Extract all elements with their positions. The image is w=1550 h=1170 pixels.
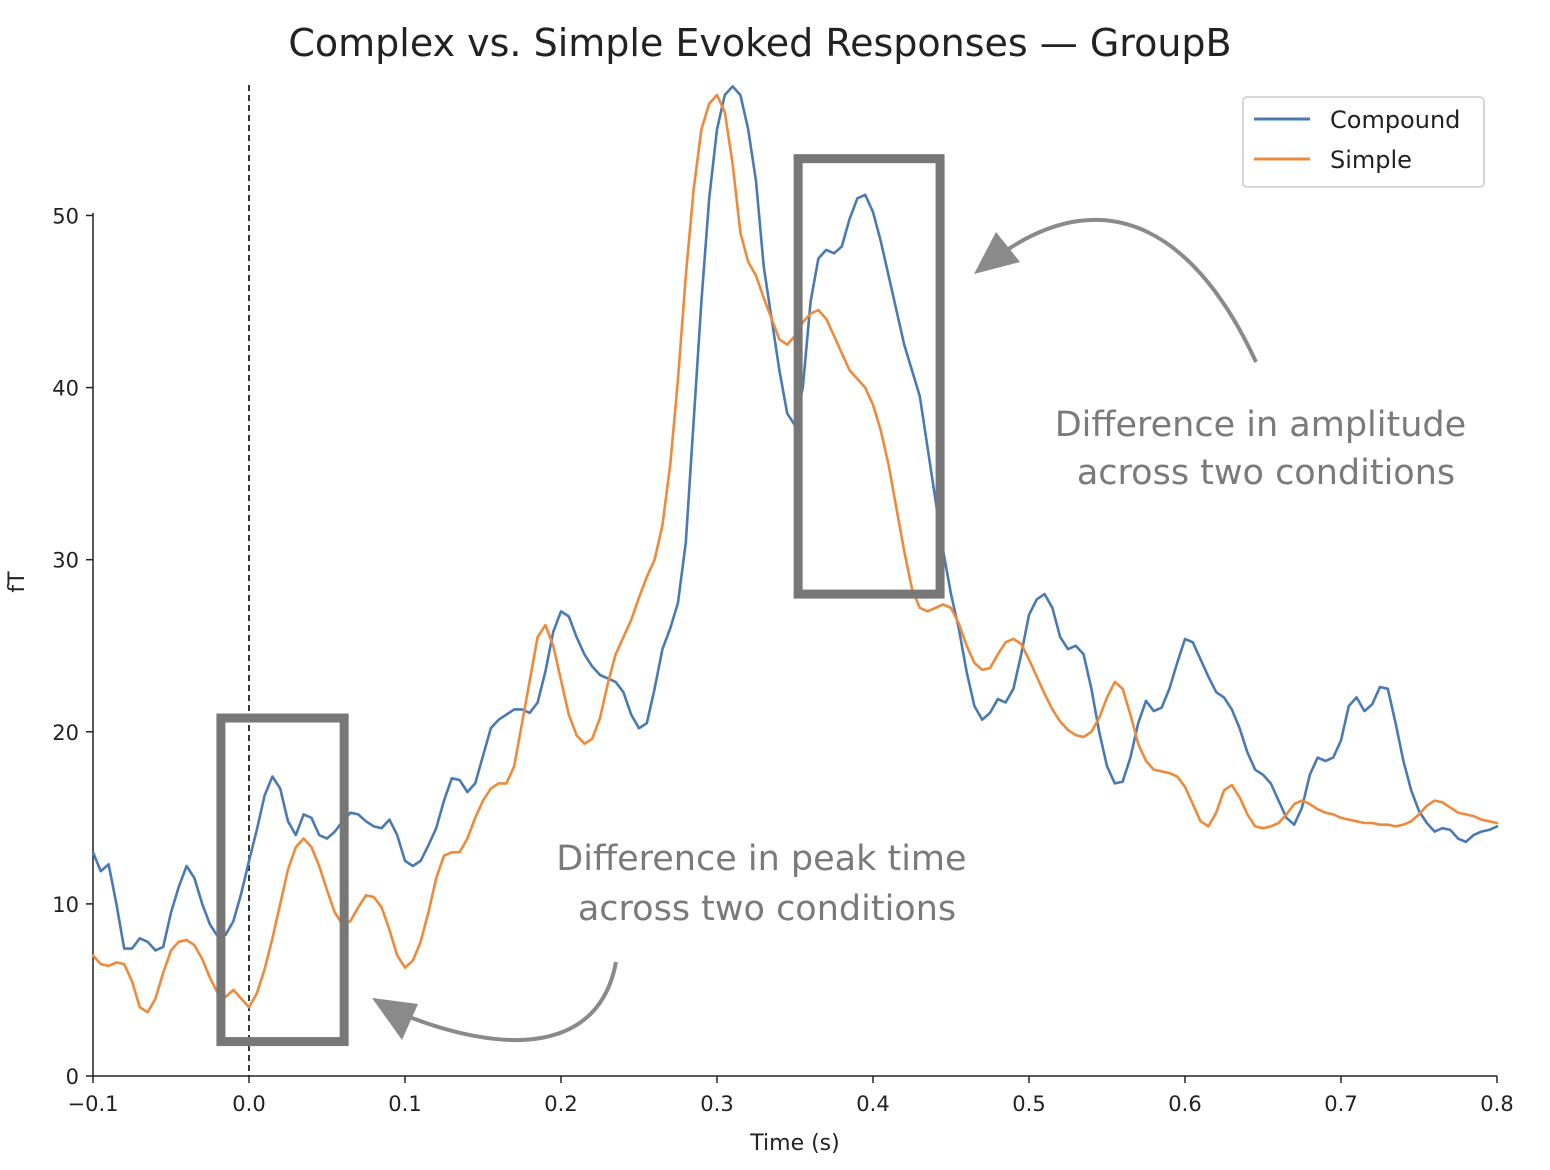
y-tick-label: 0 <box>66 1065 79 1089</box>
peak-time-annotation-line-2: across two conditions <box>578 889 956 929</box>
amplitude-annotation-arrow <box>988 217 1258 363</box>
legend: Compound Simple <box>1242 96 1485 188</box>
x-tick-label: 0.5 <box>1012 1092 1045 1116</box>
y-axis-label: fT <box>5 571 30 593</box>
axes <box>92 213 1497 1077</box>
amplitude-difference-box <box>793 154 945 599</box>
x-tick-label: 0.1 <box>388 1092 421 1116</box>
x-tick-label: 0.8 <box>1480 1092 1513 1116</box>
amplitude-annotation-line-1: Difference in amplitude <box>1055 405 1466 445</box>
annotations: Difference in amplitude across two condi… <box>216 154 1478 1047</box>
peak-time-annotation-line-1: Difference in peak time <box>556 839 966 879</box>
amplitude-annotation-line-2: across two conditions <box>1077 453 1455 493</box>
x-axis-label: Time (s) <box>749 1131 839 1156</box>
peak-time-arrow-head-icon <box>372 998 418 1040</box>
y-tick-label: 50 <box>52 204 79 228</box>
x-tick-label: −0.1 <box>68 1092 119 1116</box>
y-ticks: 0 10 20 30 40 50 <box>52 204 93 1089</box>
legend-label-simple: Simple <box>1330 146 1412 174</box>
peak-time-annotation-text: Difference in peak time across two condi… <box>556 839 977 929</box>
x-tick-label: 0.6 <box>1168 1092 1201 1116</box>
legend-label-compound: Compound <box>1330 106 1460 134</box>
peak-time-difference-box <box>216 713 349 1047</box>
x-tick-label: 0.0 <box>232 1092 265 1116</box>
amplitude-arrow-head-icon <box>974 232 1020 274</box>
x-ticks: −0.1 0.0 0.1 0.2 0.3 0.4 0.5 0.6 0.7 0.8 <box>68 1076 1514 1116</box>
x-tick-label: 0.7 <box>1324 1092 1357 1116</box>
amplitude-annotation-text: Difference in amplitude across two condi… <box>1055 405 1478 493</box>
y-tick-label: 30 <box>52 549 79 573</box>
x-tick-label: 0.4 <box>856 1092 889 1116</box>
x-tick-label: 0.3 <box>700 1092 733 1116</box>
peak-time-annotation-arrow <box>391 961 618 1043</box>
y-tick-label: 10 <box>52 893 79 917</box>
y-tick-label: 40 <box>52 377 79 401</box>
y-tick-label: 20 <box>52 721 79 745</box>
x-tick-label: 0.2 <box>544 1092 577 1116</box>
chart-title: Complex vs. Simple Evoked Responses — Gr… <box>288 21 1231 65</box>
